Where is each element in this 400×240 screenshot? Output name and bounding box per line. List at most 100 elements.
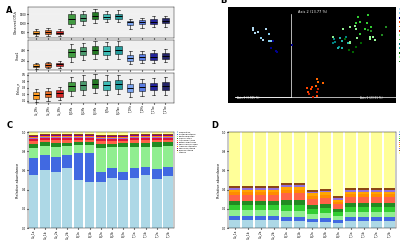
- Legend: Firmicutes, Proteobacteria, Bacteroidetes, Tenericutes, Actinobacteria, Patescib: Firmicutes, Proteobacteria, Bacteroidete…: [176, 131, 199, 153]
- Bar: [384, 190, 395, 192]
- Point: [314, 94, 321, 98]
- Point: [349, 50, 356, 54]
- Bar: [130, 132, 139, 134]
- Bar: [230, 210, 240, 216]
- Bar: [346, 197, 356, 203]
- Point: [347, 25, 353, 29]
- PathPatch shape: [150, 83, 157, 90]
- Point: [260, 38, 266, 42]
- PathPatch shape: [45, 63, 51, 66]
- Point: [353, 36, 360, 40]
- Y-axis label: Pielou_e: Pielou_e: [16, 82, 20, 94]
- Bar: [74, 135, 83, 136]
- Bar: [384, 197, 395, 203]
- Bar: [85, 145, 94, 153]
- Bar: [96, 135, 106, 136]
- Bar: [118, 180, 128, 228]
- Point: [315, 80, 321, 84]
- Bar: [294, 211, 305, 217]
- Bar: [152, 137, 162, 138]
- Bar: [294, 221, 305, 228]
- Bar: [152, 136, 162, 137]
- Bar: [242, 195, 253, 201]
- Bar: [74, 137, 83, 138]
- Bar: [332, 200, 344, 202]
- Bar: [346, 212, 356, 217]
- Text: Axis 3 (3.905 %): Axis 3 (3.905 %): [237, 96, 259, 100]
- Bar: [74, 180, 83, 228]
- Bar: [268, 186, 279, 188]
- Bar: [242, 210, 253, 216]
- Bar: [51, 143, 61, 147]
- Bar: [332, 202, 344, 204]
- Bar: [255, 205, 266, 210]
- Point: [365, 13, 372, 17]
- Bar: [85, 136, 94, 137]
- Point: [313, 84, 319, 88]
- Bar: [118, 144, 128, 147]
- Point: [382, 25, 389, 29]
- Bar: [230, 188, 240, 190]
- Point: [343, 35, 350, 39]
- Point: [330, 41, 336, 45]
- Bar: [118, 139, 128, 141]
- Bar: [255, 216, 266, 220]
- Bar: [163, 135, 173, 136]
- Bar: [320, 195, 331, 198]
- Bar: [152, 169, 162, 179]
- Bar: [96, 144, 106, 148]
- Bar: [141, 137, 150, 138]
- Bar: [371, 197, 382, 203]
- Bar: [346, 190, 356, 192]
- Bar: [130, 135, 139, 136]
- Bar: [163, 132, 173, 134]
- Point: [310, 95, 316, 99]
- Bar: [74, 153, 83, 180]
- Bar: [371, 194, 382, 197]
- Bar: [320, 189, 331, 191]
- PathPatch shape: [139, 20, 145, 24]
- Bar: [29, 135, 38, 136]
- Bar: [107, 144, 117, 147]
- Bar: [163, 140, 173, 143]
- Bar: [107, 147, 117, 168]
- Point: [353, 21, 360, 25]
- Bar: [346, 217, 356, 221]
- Text: B: B: [220, 0, 226, 5]
- Bar: [29, 137, 38, 138]
- Bar: [141, 135, 150, 136]
- PathPatch shape: [115, 14, 122, 19]
- Bar: [141, 140, 150, 143]
- Bar: [29, 141, 38, 144]
- Point: [337, 36, 344, 40]
- Point: [270, 40, 276, 43]
- Bar: [358, 197, 369, 203]
- Bar: [130, 138, 139, 140]
- Point: [308, 87, 314, 91]
- Point: [379, 33, 386, 37]
- Bar: [358, 217, 369, 221]
- PathPatch shape: [68, 49, 75, 57]
- Bar: [371, 207, 382, 212]
- Bar: [384, 192, 395, 194]
- Bar: [307, 214, 318, 219]
- Bar: [118, 136, 128, 137]
- Point: [342, 37, 348, 41]
- Y-axis label: Relative abundance: Relative abundance: [217, 162, 221, 198]
- Bar: [358, 203, 369, 207]
- Point: [353, 45, 360, 49]
- Point: [314, 77, 320, 81]
- Point: [266, 32, 272, 36]
- Bar: [332, 223, 344, 228]
- Point: [250, 26, 256, 30]
- Bar: [358, 188, 369, 190]
- Bar: [51, 157, 61, 172]
- PathPatch shape: [56, 90, 63, 97]
- Bar: [40, 134, 50, 135]
- Bar: [29, 158, 38, 175]
- Bar: [230, 201, 240, 205]
- Bar: [294, 183, 305, 185]
- Bar: [85, 132, 94, 134]
- Point: [252, 31, 258, 35]
- Y-axis label: Relative abundance: Relative abundance: [16, 162, 20, 198]
